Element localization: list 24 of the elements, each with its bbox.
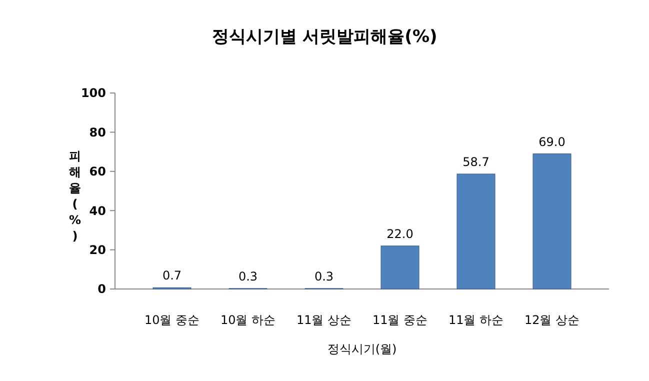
x-tick-label: 11월 상순	[296, 313, 352, 327]
x-axis-title: 정식시기(월)	[327, 342, 397, 356]
bar	[456, 174, 496, 290]
data-label: 69.0	[538, 134, 566, 149]
y-tick-label: 60	[89, 164, 106, 179]
y-axis-title: 피해율(%)	[68, 149, 82, 243]
bar	[380, 246, 420, 290]
x-tick-label: 11월 하순	[448, 313, 504, 327]
data-label: 22.0	[386, 226, 414, 241]
data-label: 0.7	[162, 268, 182, 283]
y-tick-label: 20	[89, 243, 106, 257]
x-tick-label: 12월 상순	[524, 313, 580, 327]
chart-title: 정식시기별 서릿발피해율(%)	[212, 27, 438, 47]
y-tick-label: 40	[89, 204, 106, 218]
data-label: 58.7	[462, 154, 490, 169]
y-tick-label: 0	[98, 282, 106, 296]
data-label: 0.3	[314, 269, 334, 284]
bar	[532, 154, 572, 290]
data-label: 0.3	[238, 269, 258, 284]
x-tick-label: 10월 중순	[144, 313, 200, 327]
y-tick-label: 100	[80, 86, 106, 100]
x-tick-label: 10월 하순	[220, 313, 276, 327]
x-tick-label: 11월 중순	[372, 313, 428, 327]
y-tick-label: 80	[89, 125, 106, 140]
